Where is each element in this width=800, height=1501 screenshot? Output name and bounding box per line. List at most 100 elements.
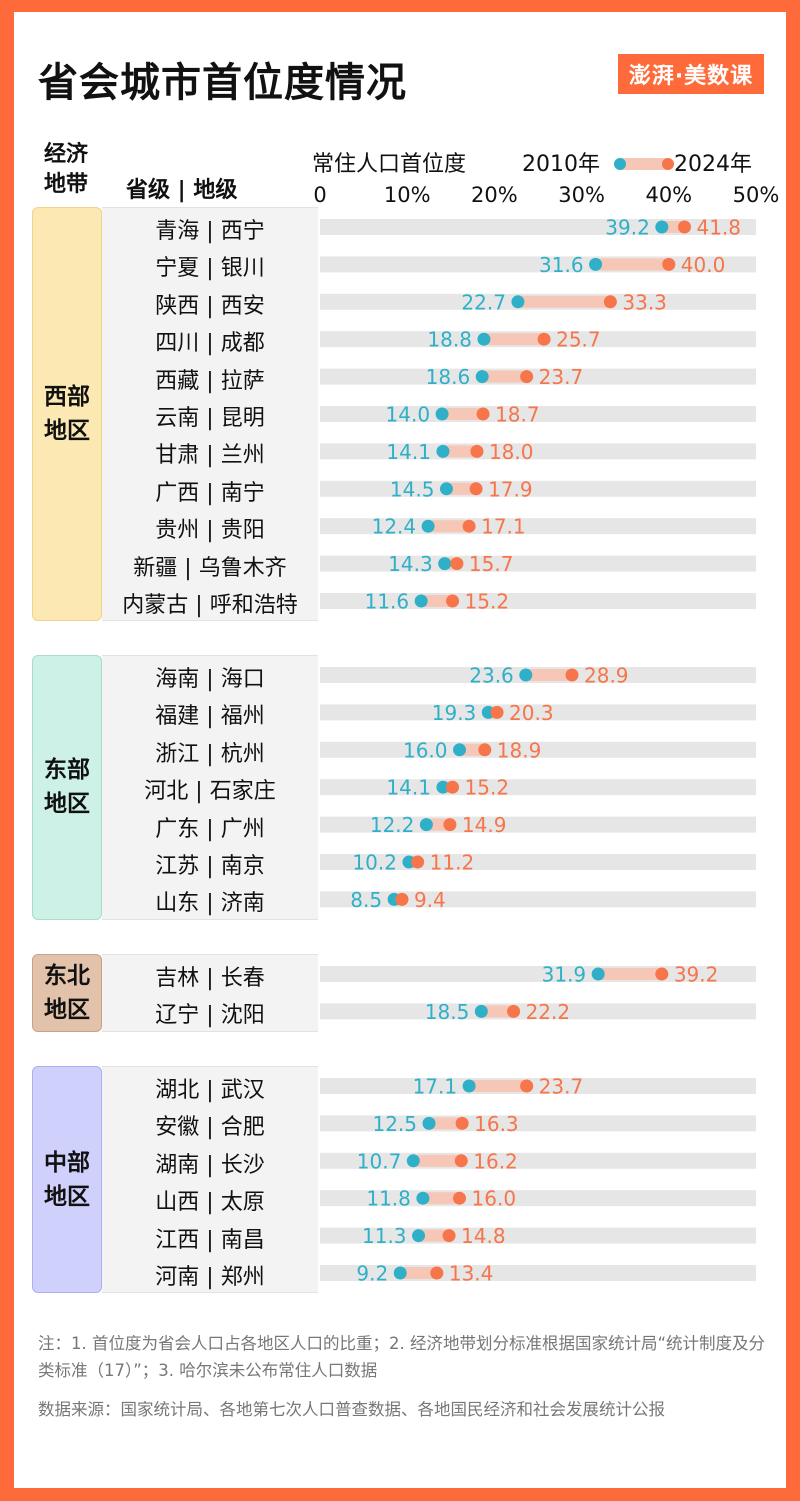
dot-2024: [565, 668, 579, 682]
dot-2024: [507, 1004, 521, 1018]
value-label-2010: 18.8: [427, 328, 472, 352]
row-label: 四川 | 成都: [155, 331, 265, 357]
change-band: [481, 1005, 514, 1018]
change-band: [459, 743, 485, 756]
value-label-2010: 9.2: [356, 1262, 388, 1286]
dot-2024: [455, 1116, 469, 1130]
dot-2010: [474, 1004, 488, 1018]
row-track: [320, 443, 756, 460]
value-label-2024: 23.7: [539, 365, 584, 389]
dot-2024: [677, 220, 691, 234]
dot-2010: [438, 557, 452, 571]
change-band: [421, 595, 453, 607]
zone-column-header: 经济地带: [44, 142, 89, 197]
row-label: 甘肃 | 兰州: [155, 443, 265, 469]
dot-2024: [537, 332, 551, 346]
dot-2024: [430, 1266, 444, 1280]
row-label: 广东 | 广州: [155, 816, 265, 842]
dot-2024: [446, 594, 460, 608]
row-track: [320, 704, 756, 721]
row-label: 海南 | 海口: [155, 667, 265, 692]
value-label-2010: 19.3: [432, 701, 477, 725]
data-source: 数据来源：国家统计局、各地第七次人口普查数据、各地国民经济和社会发展统计公报: [38, 1400, 665, 1419]
change-band: [446, 482, 477, 495]
dot-2010: [655, 220, 669, 234]
change-band: [442, 408, 484, 420]
value-label-2024: 16.2: [473, 1149, 518, 1173]
row-label: 湖北 | 武汉: [155, 1078, 265, 1103]
row-label: 山西 | 太原: [155, 1190, 265, 1216]
value-label-2024: 18.9: [497, 738, 542, 762]
dot-2024: [411, 855, 425, 869]
dot-2024: [454, 1154, 468, 1168]
dot-2010: [477, 332, 491, 346]
value-label-2024: 20.3: [509, 701, 554, 725]
legend-dumbbell-icon: [614, 158, 674, 170]
value-label-2024: 15.2: [465, 590, 510, 614]
metric-header: 常住人口首位度: [312, 152, 467, 177]
x-tick-label: 50%: [733, 183, 780, 207]
value-label-2010: 12.4: [372, 515, 417, 539]
row-track: [320, 854, 756, 870]
zone-label: 中部地区: [32, 1066, 102, 1294]
dot-2010: [414, 594, 428, 608]
dot-2010: [436, 780, 450, 794]
dot-2024: [520, 370, 534, 384]
row-label: 湖南 | 长沙: [155, 1152, 265, 1178]
change-band: [400, 1267, 437, 1279]
value-label-2024: 23.7: [539, 1075, 584, 1099]
row-label: 青海 | 西宁: [155, 219, 265, 244]
value-label-2024: 13.4: [449, 1262, 494, 1286]
value-label-2010: 16.0: [403, 738, 448, 762]
value-label-2024: 41.8: [696, 216, 741, 240]
dot-2024: [476, 407, 490, 421]
dot-2024: [662, 257, 676, 271]
dot-2010: [419, 818, 433, 832]
value-label-2010: 23.6: [469, 664, 514, 688]
dot-2010: [591, 967, 605, 981]
row-label: 山东 | 济南: [155, 891, 265, 917]
row-label: 云南 | 昆明: [155, 406, 265, 431]
dot-2010: [519, 668, 533, 682]
x-tick-label: 10%: [384, 183, 431, 207]
row-label: 陕西 | 西安: [155, 293, 265, 319]
value-label-2024: 16.3: [474, 1112, 519, 1136]
change-band: [482, 370, 527, 383]
value-label-2024: 16.0: [472, 1187, 517, 1211]
dot-2024: [446, 780, 460, 794]
row-label: 安徽 | 合肥: [155, 1115, 265, 1141]
value-label-2010: 14.3: [388, 552, 433, 576]
dot-2010: [416, 1191, 430, 1205]
x-tick-label: 20%: [471, 183, 518, 207]
row-label: 内蒙古 | 呼和浩特: [122, 593, 298, 618]
dot-2024: [395, 892, 409, 906]
row-track: [320, 1078, 756, 1094]
change-band: [422, 1192, 460, 1205]
change-band: [595, 258, 669, 271]
row-label-panel: [102, 1066, 318, 1294]
row-label: 新疆 | 乌鲁木齐: [133, 555, 287, 581]
value-label-2024: 39.2: [674, 963, 719, 987]
change-band: [428, 520, 470, 533]
x-tick-label: 30%: [558, 183, 605, 207]
value-label-2010: 39.2: [605, 216, 650, 240]
brand-logo: 澎湃·美数课: [618, 54, 764, 94]
dot-2010: [439, 482, 453, 496]
value-label-2010: 8.5: [350, 888, 382, 912]
row-label: 贵州 | 贵阳: [155, 518, 265, 544]
value-label-2024: 17.9: [488, 477, 533, 501]
dot-2024: [469, 482, 483, 496]
zone-label: 东北地区: [32, 954, 102, 1032]
legend-2024-label: 2024年: [674, 152, 752, 177]
dot-2024: [450, 557, 464, 571]
row-track: [320, 368, 756, 385]
value-label-2010: 10.2: [352, 851, 397, 875]
value-label-2010: 17.1: [413, 1075, 458, 1099]
dot-2024: [655, 967, 669, 981]
row-label: 河南 | 郑州: [155, 1265, 265, 1290]
value-label-2024: 9.4: [414, 888, 446, 912]
row-track: [320, 741, 756, 758]
row-track: [320, 891, 756, 908]
zone-label: 西部地区: [32, 207, 102, 622]
change-band: [525, 669, 573, 681]
